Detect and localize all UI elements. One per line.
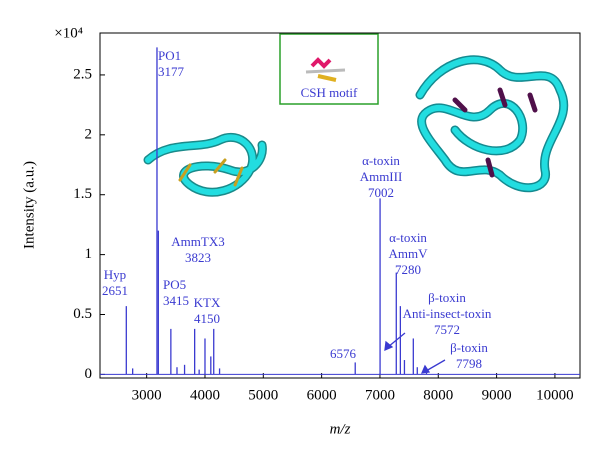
peak-annotation: AmmV <box>389 246 429 261</box>
x-tick-label: 8000 <box>423 387 453 403</box>
y-tick-label: 1.5 <box>73 186 92 202</box>
peak-annotation: β-toxin <box>450 340 488 355</box>
y-axis-label: Intensity (a.u.) <box>21 161 37 249</box>
arrows <box>384 332 446 374</box>
peak-annotation: α-toxin <box>389 230 427 245</box>
peak-annotation: AmmTX3 <box>171 234 224 249</box>
peak-annotation: 3177 <box>158 64 185 79</box>
peak-annotation: 4150 <box>194 311 220 326</box>
y-tick-label: 2 <box>85 126 93 142</box>
peak-annotation: KTX <box>194 295 221 310</box>
x-tick-label: 5000 <box>248 387 278 403</box>
y-tick-label: 0 <box>85 366 93 382</box>
peak-annotation: 6576 <box>330 346 357 361</box>
peak-annotation: 2651 <box>102 283 128 298</box>
y-tick-label: 0.5 <box>73 306 92 322</box>
y-multiplier: ×10⁴ <box>54 25 83 41</box>
peak-annotation: 7280 <box>395 262 421 277</box>
y-tick-label: 1 <box>85 246 93 262</box>
x-tick-label: 3000 <box>132 387 162 403</box>
peak-annotation: 3415 <box>163 293 189 308</box>
peak-annotation: AmmIII <box>360 169 403 184</box>
x-tick-label: 9000 <box>482 387 512 403</box>
peak-annotation: 7798 <box>456 356 482 371</box>
x-tick-label: 10000 <box>536 387 574 403</box>
peak-annotation: Anti-insect-toxin <box>403 306 492 321</box>
y-tick-label: 2.5 <box>73 66 92 82</box>
inset-label: CSH motif <box>301 85 358 100</box>
motif-icon <box>305 57 346 82</box>
peak-annotation: PO1 <box>158 48 181 63</box>
x-tick-label: 7000 <box>365 387 395 403</box>
peak-annotation: α-toxin <box>362 153 400 168</box>
peak-annotation: 7002 <box>368 185 394 200</box>
protein-structure-right <box>415 55 569 193</box>
inset-box <box>279 33 379 105</box>
peak-annotation: 3823 <box>185 250 211 265</box>
x-tick-label: 6000 <box>307 387 337 403</box>
plot-frame <box>99 32 581 379</box>
peak-annotation: 7572 <box>434 322 460 337</box>
peak-annotation: β-toxin <box>428 290 466 305</box>
peak-annotation: PO5 <box>163 277 186 292</box>
protein-structure-left <box>143 132 267 197</box>
peak-annotation: Hyp <box>104 267 126 282</box>
x-tick-label: 4000 <box>190 387 220 403</box>
x-axis-label: m/z <box>330 421 351 437</box>
